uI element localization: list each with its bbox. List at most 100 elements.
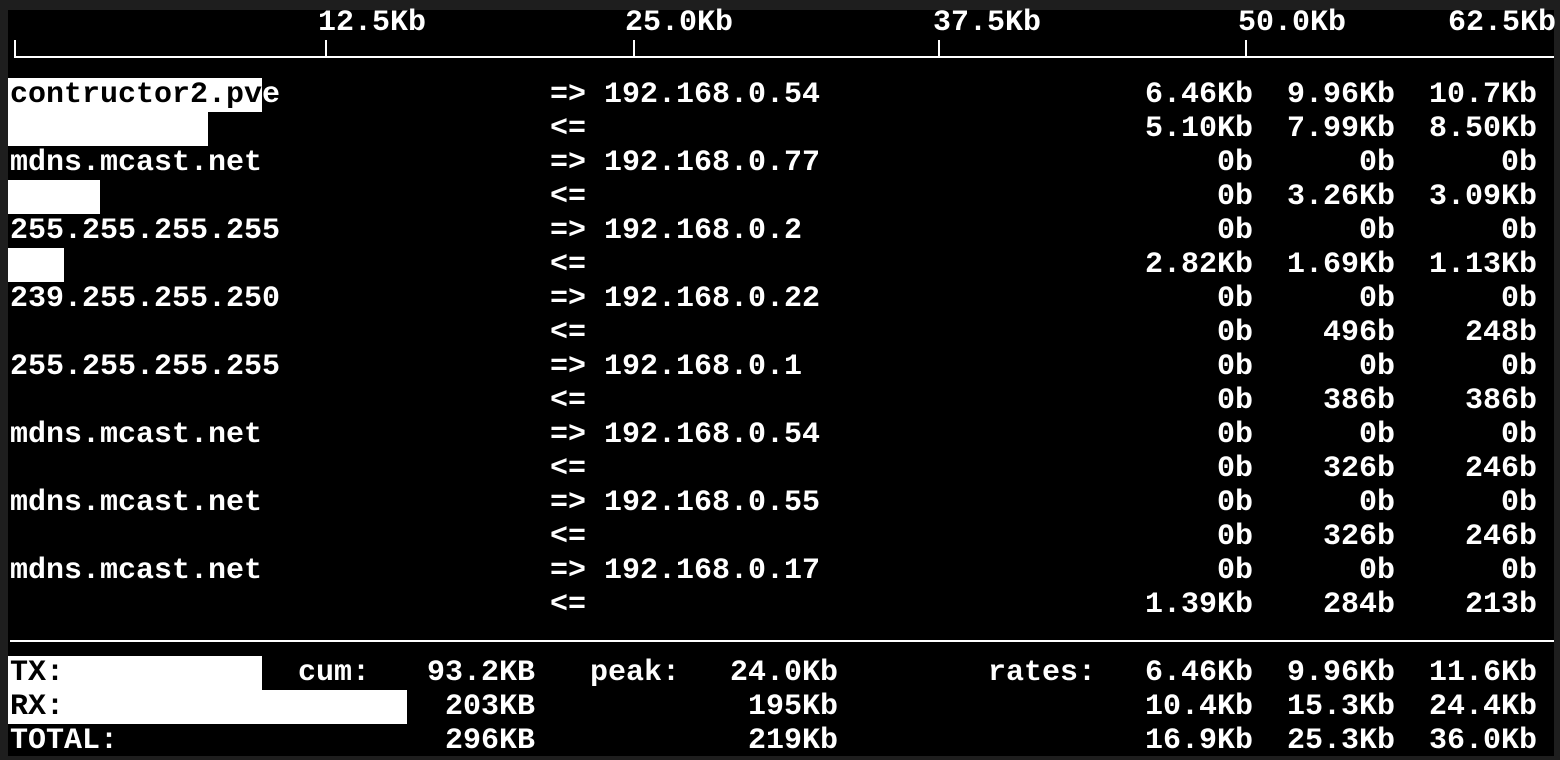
remote-host: 192.168.0.2	[604, 214, 803, 248]
tx-rate-40s: 10.7Kb	[1428, 78, 1537, 112]
flow-row-tx: 255.255.255.255 => 192.168.0.2 0b 0b 0b	[0, 214, 1560, 248]
tx-rate-2s: 0b	[1216, 282, 1253, 316]
tx-arrow-icon: =>	[550, 486, 587, 520]
remote-host: 192.168.0.22	[604, 282, 821, 316]
summary-row-tx: TX: cum: 93.2KB peak: 24.0Kb rates: 6.46…	[0, 656, 1560, 690]
tx-arrow-icon: =>	[550, 282, 587, 316]
flow-row-tx: mdns.mcast.net => 192.168.0.54 0b 0b 0b	[0, 418, 1560, 452]
rx-rate-40s: 248b	[1464, 316, 1537, 350]
rx-label: RX:	[10, 690, 65, 724]
local-host: 255.255.255.255	[10, 214, 280, 248]
rx-traffic-bar	[8, 180, 100, 214]
rx-traffic-bar	[8, 112, 208, 146]
scale-label-25-0kb: 25.0Kb	[625, 6, 734, 40]
tx-peak-value: 24.0Kb	[729, 656, 838, 690]
local-host-rest: mdns.mcast.net	[10, 554, 263, 588]
tx-rate-10s: 9.96Kb	[1286, 656, 1395, 690]
rx-rate-10s: 1.69Kb	[1286, 248, 1395, 282]
rx-rate-40s: 246b	[1464, 452, 1537, 486]
tx-rate-10s: 0b	[1358, 418, 1395, 452]
tx-rate-40s: 0b	[1500, 350, 1537, 384]
flow-row-rx: <= 0b 496b 248b	[0, 316, 1560, 350]
scale-tick	[325, 40, 327, 56]
tx-rate-40s: 0b	[1500, 214, 1537, 248]
tx-traffic-bar	[8, 78, 262, 112]
rx-rate-10s: 3.26Kb	[1286, 180, 1395, 214]
tx-rate-10s: 0b	[1358, 146, 1395, 180]
total-rate-40s: 36.0Kb	[1428, 724, 1537, 758]
tx-total-bar	[8, 656, 262, 690]
flow-row-rx: <= 0b 326b 246b	[0, 452, 1560, 486]
rx-rate-2s: 10.4Kb	[1144, 690, 1253, 724]
rx-rate-40s: 386b	[1464, 384, 1537, 418]
rx-arrow-icon: <=	[550, 112, 587, 146]
window-edge-right	[1554, 0, 1560, 760]
summary-separator	[10, 640, 1554, 642]
tx-rate-2s: 0b	[1216, 418, 1253, 452]
rx-rate-40s: 1.13Kb	[1428, 248, 1537, 282]
remote-host: 192.168.0.54	[604, 418, 821, 452]
remote-host: 192.168.0.77	[604, 146, 821, 180]
tx-rate-2s: 0b	[1216, 214, 1253, 248]
rx-rate-10s: 7.99Kb	[1286, 112, 1395, 146]
rx-rate-2s: 0b	[1216, 180, 1253, 214]
tx-arrow-icon: =>	[550, 350, 587, 384]
local-host-rest: mdns.mcast.net	[10, 486, 263, 520]
rx-arrow-icon: <=	[550, 588, 587, 622]
scale-label-12-5kb: 12.5Kb	[318, 6, 427, 40]
local-host-rest: 239.255.255.250	[10, 282, 281, 316]
scale-label-62-5kb: 62.5Kb	[1448, 6, 1557, 40]
rx-cum-value: 203KB	[444, 690, 535, 724]
rx-rate-2s: 2.82Kb	[1144, 248, 1253, 282]
tx-rate-40s: 0b	[1500, 486, 1537, 520]
tx-rate-40s: 0b	[1500, 554, 1537, 588]
rx-arrow-icon: <=	[550, 180, 587, 214]
rx-rate-2s: 5.10Kb	[1144, 112, 1253, 146]
rates-label: rates:	[988, 656, 1097, 690]
flow-row-rx: <= 0b 3.26Kb 3.09Kb	[0, 180, 1560, 214]
flow-row-tx: mdns.mcast.net => 192.168.0.77 0b 0b 0b	[0, 146, 1560, 180]
rx-rate-10s: 386b	[1322, 384, 1395, 418]
window-edge-left	[0, 0, 8, 760]
rx-arrow-icon: <=	[550, 452, 587, 486]
tx-rate-10s: 9.96Kb	[1286, 78, 1395, 112]
window-edge-top	[0, 0, 1560, 10]
window-edge-bottom	[0, 756, 1560, 760]
local-host-rest: mdns.mcast.net	[10, 418, 263, 452]
rx-traffic-bar	[8, 248, 64, 282]
flow-row-tx: 255.255.255.255 => 192.168.0.1 0b 0b 0b	[0, 350, 1560, 384]
tx-rate-10s: 0b	[1358, 486, 1395, 520]
tx-rate-40s: 0b	[1500, 282, 1537, 316]
tx-label: TX:	[10, 656, 65, 690]
rx-rate-2s: 0b	[1216, 520, 1253, 554]
rx-rate-2s: 0b	[1216, 452, 1253, 486]
tx-rate-10s: 0b	[1358, 282, 1395, 316]
rx-arrow-icon: <=	[550, 520, 587, 554]
local-host-rest: e	[262, 78, 281, 112]
tx-arrow-icon: =>	[550, 214, 587, 248]
rx-rate-10s: 496b	[1322, 316, 1395, 350]
local-host: mdns.mcast.net	[10, 554, 262, 588]
tx-rate-10s: 0b	[1358, 214, 1395, 248]
remote-host: 192.168.0.17	[604, 554, 821, 588]
rx-rate-2s: 0b	[1216, 316, 1253, 350]
tx-rate-2s: 0b	[1216, 146, 1253, 180]
tx-rate-10s: 0b	[1358, 554, 1395, 588]
rx-rate-10s: 15.3Kb	[1286, 690, 1395, 724]
total-rate-10s: 25.3Kb	[1286, 724, 1395, 758]
flow-row-tx: mdns.mcast.net => 192.168.0.17 0b 0b 0b	[0, 554, 1560, 588]
rx-rate-10s: 326b	[1322, 520, 1395, 554]
rx-rate-40s: 3.09Kb	[1428, 180, 1537, 214]
tx-cum-value: 93.2KB	[426, 656, 535, 690]
rx-arrow-icon: <=	[550, 316, 587, 350]
local-host: contructor2.pve	[10, 78, 280, 112]
rx-rate-40s: 246b	[1464, 520, 1537, 554]
local-host: mdns.mcast.net	[10, 146, 262, 180]
tx-arrow-icon: =>	[550, 554, 587, 588]
total-cum-value: 296KB	[444, 724, 535, 758]
local-host-rest: mdns.mcast.net	[10, 146, 263, 180]
tx-arrow-icon: =>	[550, 78, 587, 112]
rx-rate-10s: 326b	[1322, 452, 1395, 486]
remote-host: 192.168.0.55	[604, 486, 821, 520]
